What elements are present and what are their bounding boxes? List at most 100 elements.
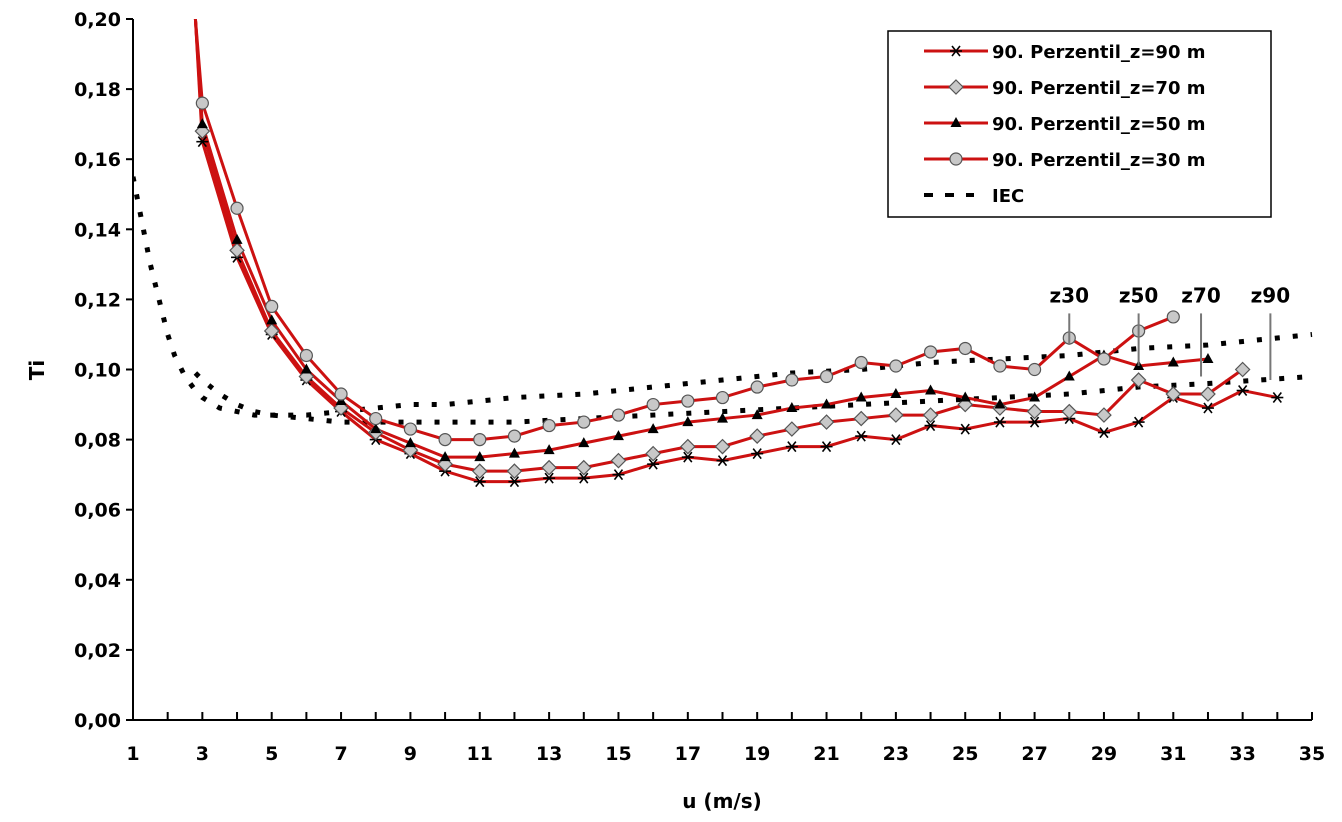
x-tick-label: 31 (1160, 743, 1186, 765)
x-tick-label: 7 (334, 743, 347, 765)
data-point (645, 445, 661, 462)
series-markers (196, 118, 1214, 462)
data-point (714, 438, 731, 455)
x-tick-label: 29 (1091, 743, 1117, 765)
data-point (230, 201, 244, 215)
y-axis-title: Ti (25, 360, 49, 381)
data-point (1165, 386, 1182, 402)
annotation-label: z30 (1050, 283, 1089, 307)
data-point (993, 416, 1006, 428)
y-tick-label: 0,12 (74, 289, 121, 311)
x-tick-label: 21 (813, 743, 839, 765)
data-point (682, 416, 694, 427)
data-point (610, 452, 627, 469)
data-point (1166, 310, 1180, 324)
data-point (1061, 403, 1078, 420)
data-point (541, 459, 557, 476)
data-point (195, 96, 209, 110)
legend-label: IEC (992, 186, 1024, 207)
data-point (818, 414, 835, 430)
data-point (474, 451, 486, 462)
data-point (924, 420, 937, 432)
x-axis-title: u (m/s) (682, 789, 762, 813)
data-point (231, 233, 243, 244)
data-point (889, 359, 903, 373)
data-point (471, 463, 488, 479)
series-layer (193, 19, 1284, 488)
annotation-label: z70 (1181, 283, 1220, 307)
data-point (923, 345, 938, 359)
y-tick-label: 0,16 (74, 149, 121, 171)
data-point (925, 384, 937, 395)
data-point (578, 437, 590, 448)
data-point (299, 348, 313, 363)
data-point (681, 394, 695, 408)
x-ticks: 1 3 5 7 9 11 13 15 17 19 21 23 25 27 29 31 33 35 (126, 712, 1325, 765)
legend-items: 90. Perzentil_z=90 m 90. Perzentil_z=70 m… (924, 42, 1206, 207)
data-point (473, 433, 487, 447)
data-point (994, 398, 1006, 409)
data-point (959, 423, 972, 435)
data-point (508, 476, 521, 488)
data-point (1202, 352, 1214, 363)
data-point (715, 390, 730, 405)
data-point (751, 409, 763, 420)
annotation-label: z50 (1119, 283, 1158, 307)
x-tick-label: 9 (404, 743, 417, 765)
data-point (820, 441, 833, 453)
data-point (334, 387, 348, 401)
data-point (1029, 391, 1041, 402)
data-point (679, 438, 696, 455)
data-point (784, 421, 800, 437)
legend-item: 90. Perzentil_z=70 m (924, 78, 1206, 99)
data-point (266, 314, 278, 325)
data-point (1236, 385, 1249, 397)
data-point (750, 380, 764, 394)
data-point (889, 434, 902, 446)
data-point (646, 397, 660, 412)
y-tick-label: 0,20 (74, 9, 121, 31)
x-tick-label: 23 (883, 743, 909, 765)
data-point (959, 391, 971, 402)
y-tick-label: 0,18 (74, 79, 121, 101)
x-tick-label: 5 (265, 743, 278, 765)
iec-series (133, 176, 1313, 425)
data-point (404, 437, 416, 448)
annotation-label: z90 (1251, 283, 1290, 307)
legend-label: 90. Perzentil_z=30 m (992, 150, 1206, 171)
x-tick-label: 3 (196, 743, 209, 765)
data-point (922, 407, 939, 423)
data-point (1096, 407, 1112, 423)
data-point (542, 418, 556, 433)
y-tick-label: 0,10 (74, 360, 121, 382)
data-point (507, 429, 522, 443)
data-point (1130, 372, 1147, 388)
data-point (577, 472, 590, 484)
data-point (888, 407, 904, 423)
iec-line (193, 371, 1313, 425)
legend-label: 90. Perzentil_z=50 m (992, 114, 1206, 135)
data-point (717, 412, 728, 423)
x-tick-label: 19 (744, 743, 770, 765)
x-tick-label: 35 (1299, 743, 1325, 765)
legend-item: 90. Perzentil_z=90 m (924, 42, 1206, 63)
data-point (1201, 402, 1214, 414)
legend-item: 90. Perzentil_z=30 m (924, 150, 1206, 171)
data-point (543, 444, 555, 455)
data-point (1028, 416, 1041, 428)
data-point (196, 136, 209, 148)
legend: 90. Perzentil_z=90 m 90. Perzentil_z=70 m… (887, 30, 1272, 218)
x-tick-label: 25 (952, 743, 978, 765)
data-point (993, 359, 1007, 373)
y-tick-label: 0,14 (74, 219, 121, 241)
data-point (749, 428, 766, 444)
data-point (855, 391, 867, 402)
data-point (1097, 352, 1111, 366)
data-point (229, 242, 245, 259)
data-point (1167, 356, 1179, 367)
legend-label: 90. Perzentil_z=70 m (992, 78, 1206, 99)
data-point (958, 341, 972, 356)
data-point (438, 433, 452, 447)
x-tick-label: 27 (1021, 743, 1047, 765)
